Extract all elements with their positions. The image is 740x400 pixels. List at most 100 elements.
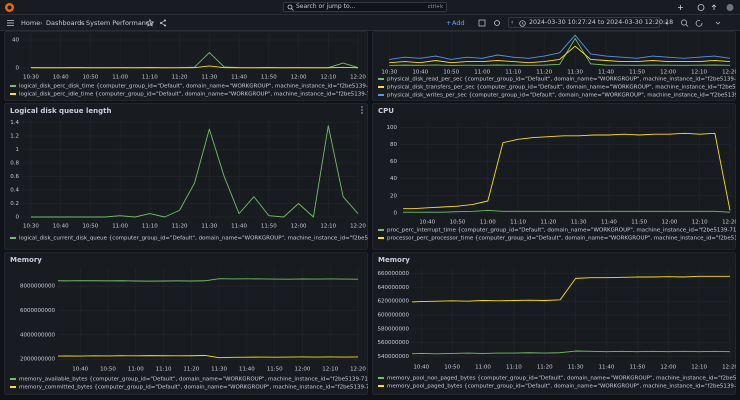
legend-label: memory_pool_non_paged_bytes {computer_gr… — [387, 376, 740, 382]
breadcrumb-dashboards[interactable]: Dashboards — [46, 19, 85, 27]
x-tick-label: 12:10 — [692, 220, 708, 226]
x-tick-label: 11:20 — [172, 75, 188, 81]
x-tick-label: 11:30 — [201, 224, 217, 230]
top-icons[interactable] — [676, 3, 736, 12]
x-tick-label: 11:40 — [598, 70, 614, 76]
y-tick-label: 60 — [390, 159, 397, 165]
x-tick-label: 11:00 — [112, 75, 128, 81]
x-tick-label: 11:00 — [112, 224, 128, 230]
x-tick-label: 10:50 — [82, 224, 98, 230]
series-line — [389, 34, 731, 60]
x-tick-label: 10:30 — [23, 224, 39, 230]
x-tick-label: 10:30 — [381, 70, 397, 76]
x-tick-label: 10:50 — [443, 70, 459, 76]
x-tick-label: 11:30 — [571, 220, 587, 226]
legend-label: memory_committed_bytes {computer_group_i… — [19, 385, 453, 391]
x-tick-label: 11:10 — [156, 367, 172, 373]
panel-menu-dot — [361, 112, 363, 114]
logo[interactable] — [4, 2, 15, 13]
x-tick-label: 12:00 — [291, 224, 307, 230]
y-tick-label: 8000000000 — [20, 284, 55, 290]
series-line — [389, 45, 731, 64]
x-tick-label: 10:30 — [23, 75, 39, 81]
search-box[interactable]: Search or jump to... ctrl+k — [283, 2, 447, 12]
y-tick-label: 0 — [16, 215, 20, 221]
zoom-refresh-icons[interactable] — [664, 18, 736, 28]
x-tick-label: 10:50 — [444, 365, 460, 371]
y-tick-label: 1.2 — [10, 133, 19, 139]
x-tick-label: 12:00 — [660, 70, 676, 76]
x-tick-label: 12:10 — [691, 365, 707, 371]
x-tick-label: 11:50 — [261, 224, 277, 230]
x-tick-label: 11:20 — [540, 220, 556, 226]
legend-label: physical_disk_read_per_sec {computer_gro… — [387, 77, 740, 83]
x-tick-label: 12:20 — [722, 70, 738, 76]
series-line — [30, 125, 359, 218]
top-bar: Search or jump to... ctrl+k — [0, 0, 740, 15]
x-tick-label: 11:30 — [568, 365, 584, 371]
x-tick-label: 11:10 — [142, 224, 158, 230]
x-tick-label: 11:10 — [506, 365, 522, 371]
x-tick-label: 11:50 — [631, 220, 647, 226]
time-range: 2024-03-30 10:27:24 to 2024-03-30 12:20:… — [529, 19, 674, 26]
x-tick-label: 10:40 — [72, 367, 88, 373]
y-tick-label: 0.8 — [10, 160, 19, 166]
legend-label: physical_disk_transfers_per_sec {compute… — [387, 85, 740, 91]
y-tick-label: 0 — [394, 211, 398, 217]
legend-label: memory_available_bytes {computer_group_i… — [19, 377, 448, 383]
y-tick-label: 560000000 — [378, 340, 410, 346]
time-picker[interactable]: ‹ 2024-03-30 10:27:24 to 2024-03-30 12:2… — [508, 17, 673, 28]
x-tick-label: 12:00 — [291, 75, 307, 81]
legend-label: physical_disk_writes_per_sec {computer_g… — [387, 93, 740, 99]
x-tick-label: 11:00 — [474, 70, 490, 76]
legend-label: logical_disk_perc_idle_time {computer_gr… — [19, 92, 443, 98]
y-tick-label: 0 — [16, 66, 20, 72]
x-tick-label: 10:40 — [412, 70, 428, 76]
x-tick-label: 12:00 — [660, 365, 676, 371]
panel-frame — [4, 252, 368, 395]
series-line — [57, 355, 359, 359]
clock-icon — [519, 19, 526, 27]
y-tick-label: 640000000 — [378, 285, 410, 291]
x-tick-label: 10:40 — [53, 75, 69, 81]
y-tick-label: 0.2 — [10, 201, 19, 207]
x-tick-label: 11:00 — [128, 367, 144, 373]
x-tick-label: 11:50 — [629, 365, 645, 371]
star-share-icons[interactable] — [146, 19, 170, 27]
x-tick-label: 11:20 — [536, 70, 552, 76]
y-tick-label: 660000000 — [378, 271, 410, 277]
x-tick-label: 12:00 — [662, 220, 678, 226]
legend-label: logical_disk_current_disk_queue {compute… — [19, 236, 456, 242]
panel: 10:30 10:40 10:50 11:00 11:10 11:20 11:30 11:40… — [372, 31, 740, 101]
panel-title: CPU — [378, 107, 394, 115]
y-tick-label: 1 — [16, 147, 20, 153]
add-button[interactable]: + Add — [446, 19, 465, 27]
panel-title: Logical disk queue length — [10, 107, 111, 115]
x-tick-label: 12:20 — [350, 224, 366, 230]
y-tick-label: 2000000000 — [20, 357, 55, 363]
series-line — [389, 38, 731, 66]
x-tick-label: 11:40 — [231, 224, 247, 230]
panel-frame — [372, 252, 736, 395]
x-tick-label: 10:40 — [53, 224, 69, 230]
legend-label: memory_pool_paged_bytes {computer_group_… — [387, 384, 740, 390]
save-settings-icons[interactable] — [478, 19, 504, 27]
toolbar: Home › Dashboards › System Performance +… — [0, 15, 740, 31]
x-tick-label: 11:00 — [475, 365, 491, 371]
y-tick-label: 0.6 — [10, 174, 19, 180]
y-tick-label: 580000000 — [378, 326, 410, 332]
x-tick-label: 10:50 — [82, 75, 98, 81]
x-tick-label: 11:20 — [183, 367, 199, 373]
breadcrumb-home[interactable]: Home — [21, 19, 41, 27]
breadcrumb-current: System Performance — [86, 19, 154, 27]
x-tick-label: 12:10 — [691, 70, 707, 76]
series-line — [411, 350, 731, 355]
x-tick-label: 11:10 — [505, 70, 521, 76]
x-tick-label: 11:50 — [629, 70, 645, 76]
panel: Memory 2000000000 4000000000 6000000000 8000… — [4, 252, 453, 395]
x-tick-label: 12:10 — [320, 75, 336, 81]
panel-frame — [4, 31, 368, 101]
y-tick-label: 100 — [387, 125, 398, 131]
menu-icon[interactable] — [6, 19, 15, 27]
